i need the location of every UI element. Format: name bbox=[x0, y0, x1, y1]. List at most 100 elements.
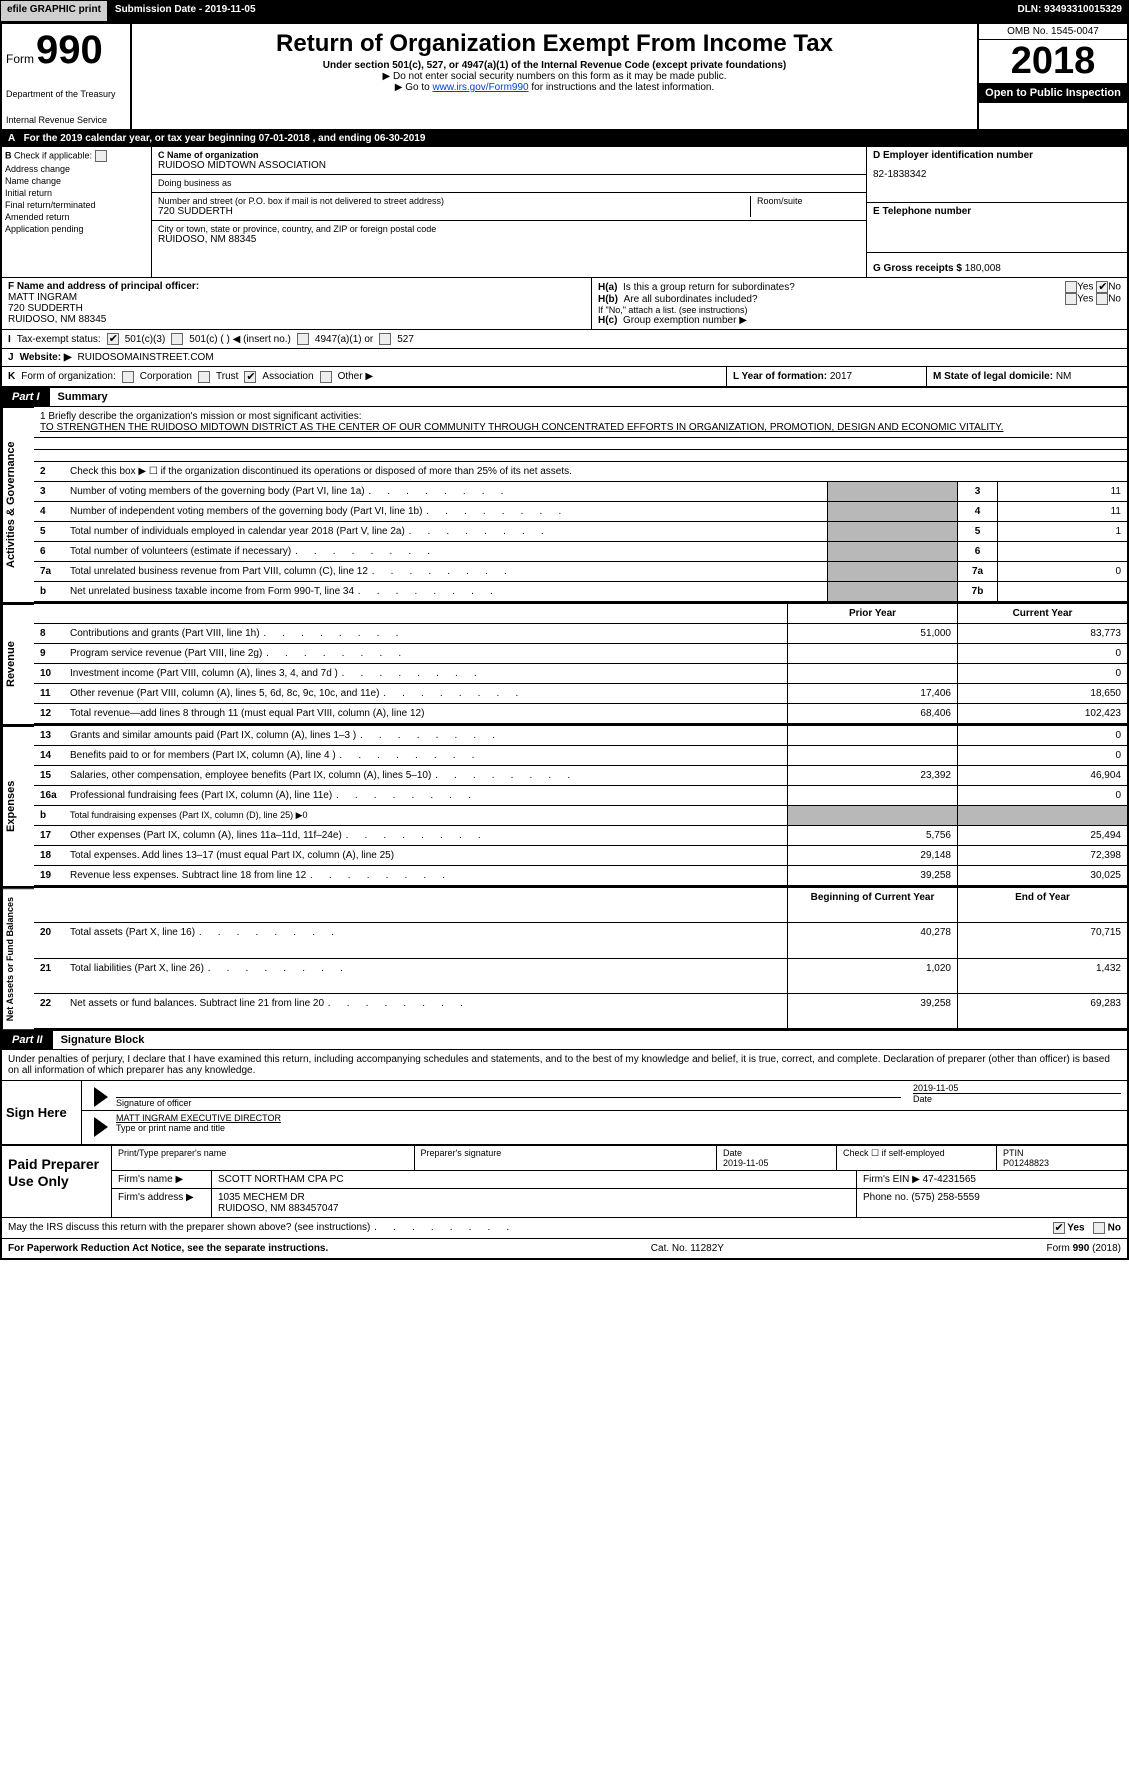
goto-post: for instructions and the latest informat… bbox=[531, 82, 714, 93]
bcy-hdr: Beginning of Current Year bbox=[787, 888, 957, 923]
section-c: C Name of organization RUIDOSO MIDTOWN A… bbox=[152, 147, 867, 277]
efile-label: efile GRAPHIC print bbox=[0, 0, 108, 22]
tax-status-row: I Tax-exempt status: 501(c)(3) 501(c) ( … bbox=[2, 330, 1127, 349]
line4-desc: Number of independent voting members of … bbox=[64, 502, 827, 522]
sign-arrow-icon-2 bbox=[94, 1117, 108, 1137]
website-row: J Website: ▶ RUIDOSOMAINSTREET.COM bbox=[2, 349, 1127, 367]
netassets-vlabel: Net Assets or Fund Balances bbox=[2, 888, 34, 1029]
m-value: NM bbox=[1056, 371, 1072, 382]
discuss-question: May the IRS discuss this return with the… bbox=[8, 1222, 510, 1234]
line3-desc: Number of voting members of the governin… bbox=[64, 482, 827, 502]
line17-cy: 25,494 bbox=[957, 826, 1127, 846]
hb-yes-box[interactable] bbox=[1065, 293, 1077, 305]
irs-form990-link[interactable]: www.irs.gov/Form990 bbox=[432, 82, 528, 93]
firm-phone-value: (575) 258-5559 bbox=[911, 1192, 979, 1203]
check-applicable-box[interactable] bbox=[95, 150, 107, 162]
line17-py: 5,756 bbox=[787, 826, 957, 846]
ha-yes-box[interactable] bbox=[1065, 281, 1077, 293]
gross-receipts-value: 180,008 bbox=[965, 263, 1001, 274]
open-public-badge: Open to Public Inspection bbox=[979, 83, 1127, 103]
line16b-py bbox=[787, 806, 957, 826]
line19-desc: Revenue less expenses. Subtract line 18 … bbox=[64, 866, 787, 886]
submission-date: Submission Date - 2019-11-05 bbox=[108, 0, 263, 22]
check-applicable-label: Check if applicable: bbox=[14, 150, 92, 160]
ein-value: 82-1838342 bbox=[873, 169, 1121, 180]
line22-py: 39,258 bbox=[787, 994, 957, 1029]
line10-desc: Investment income (Part VIII, column (A)… bbox=[64, 664, 787, 684]
line4-val: 11 bbox=[997, 502, 1127, 522]
prior-year-hdr: Prior Year bbox=[787, 604, 957, 624]
city-label: City or town, state or province, country… bbox=[158, 224, 860, 234]
line20-py: 40,278 bbox=[787, 923, 957, 958]
line10-cy: 0 bbox=[957, 664, 1127, 684]
section-l: L Year of formation: 2017 bbox=[727, 367, 927, 386]
other-box[interactable] bbox=[320, 371, 332, 383]
sign-here-block: Sign Here Signature of officer 2019-11-0… bbox=[2, 1080, 1127, 1146]
line15-cy: 46,904 bbox=[957, 766, 1127, 786]
cal-year-text: For the 2019 calendar year, or tax year … bbox=[24, 133, 310, 144]
mission-line-2 bbox=[34, 450, 1127, 462]
501c-box[interactable] bbox=[171, 333, 183, 345]
ptin-value: P01248823 bbox=[1003, 1158, 1049, 1168]
dept-treasury: Department of the Treasury bbox=[6, 89, 126, 99]
part-i-title: Summary bbox=[50, 388, 116, 406]
corp-box[interactable] bbox=[122, 371, 134, 383]
section-k: K Form of organization: Corporation Trus… bbox=[2, 367, 727, 386]
line16a-py bbox=[787, 786, 957, 806]
form-footer-label: Form 990 (2018) bbox=[1047, 1243, 1122, 1254]
line19-cy: 30,025 bbox=[957, 866, 1127, 886]
line9-desc: Program service revenue (Part VIII, line… bbox=[64, 644, 787, 664]
street-label: Number and street (or P.O. box if mail i… bbox=[158, 196, 750, 206]
line21-desc: Total liabilities (Part X, line 26) bbox=[64, 959, 787, 994]
expenses-vlabel: Expenses bbox=[2, 726, 34, 886]
part-i-tag: Part I bbox=[2, 388, 50, 406]
line8-cy: 83,773 bbox=[957, 624, 1127, 644]
section-code-line: Under section 501(c), 527, or 4947(a)(1)… bbox=[140, 60, 969, 71]
line15-py: 23,392 bbox=[787, 766, 957, 786]
discuss-no-box[interactable] bbox=[1093, 1222, 1105, 1234]
line12-desc: Total revenue—add lines 8 through 11 (mu… bbox=[64, 704, 787, 724]
officer-name-title: MATT INGRAM EXECUTIVE DIRECTOR bbox=[116, 1113, 901, 1123]
l-value: 2017 bbox=[830, 371, 852, 382]
line18-py: 29,148 bbox=[787, 846, 957, 866]
cb-name-change: Name change bbox=[5, 176, 148, 186]
hc-text: Group exemption number ▶ bbox=[623, 315, 747, 326]
revenue-block: Revenue Prior YearCurrent Year 8Contribu… bbox=[2, 602, 1127, 724]
city-value: RUIDOSO, NM 88345 bbox=[158, 234, 860, 245]
discuss-yes-box[interactable] bbox=[1053, 1222, 1065, 1234]
room-suite-label: Room/suite bbox=[750, 196, 860, 217]
4947-box[interactable] bbox=[297, 333, 309, 345]
part-ii-header: Part II Signature Block bbox=[2, 1031, 1127, 1050]
cb-final-return: Final return/terminated bbox=[5, 200, 148, 210]
ha-no-box[interactable] bbox=[1096, 281, 1108, 293]
expenses-block: Expenses 13Grants and similar amounts pa… bbox=[2, 724, 1127, 886]
preparer-sig-label: Preparer's signature bbox=[415, 1146, 718, 1170]
line18-cy: 72,398 bbox=[957, 846, 1127, 866]
line14-py bbox=[787, 746, 957, 766]
line8-desc: Contributions and grants (Part VIII, lin… bbox=[64, 624, 787, 644]
hc-label: H(c) bbox=[598, 315, 617, 326]
527-box[interactable] bbox=[379, 333, 391, 345]
line20-desc: Total assets (Part X, line 16) bbox=[64, 923, 787, 958]
trust-box[interactable] bbox=[198, 371, 210, 383]
header-middle: Return of Organization Exempt From Incom… bbox=[132, 24, 977, 129]
line21-py: 1,020 bbox=[787, 959, 957, 994]
line12-cy: 102,423 bbox=[957, 704, 1127, 724]
ha-label: H(a) bbox=[598, 282, 617, 293]
line7b-desc: Net unrelated business taxable income fr… bbox=[64, 582, 827, 602]
501c3-box[interactable] bbox=[107, 333, 119, 345]
line16a-cy: 0 bbox=[957, 786, 1127, 806]
calendar-year-row: A For the 2019 calendar year, or tax yea… bbox=[2, 131, 1127, 147]
paid-preparer-block: Paid Preparer Use Only Print/Type prepar… bbox=[2, 1146, 1127, 1218]
paid-preparer-label: Paid Preparer Use Only bbox=[2, 1146, 112, 1217]
form-990-container: Form 990 Department of the Treasury Inte… bbox=[0, 22, 1129, 1260]
j-marker: J bbox=[8, 352, 14, 363]
pra-notice: For Paperwork Reduction Act Notice, see … bbox=[8, 1243, 328, 1254]
top-spacer bbox=[263, 0, 1011, 22]
line12-py: 68,406 bbox=[787, 704, 957, 724]
activities-vlabel: Activities & Governance bbox=[2, 407, 34, 602]
entity-block: B Check if applicable: Address change Na… bbox=[2, 147, 1127, 278]
assoc-box[interactable] bbox=[244, 371, 256, 383]
mission-line-1 bbox=[34, 438, 1127, 450]
hb-no-box[interactable] bbox=[1096, 293, 1108, 305]
